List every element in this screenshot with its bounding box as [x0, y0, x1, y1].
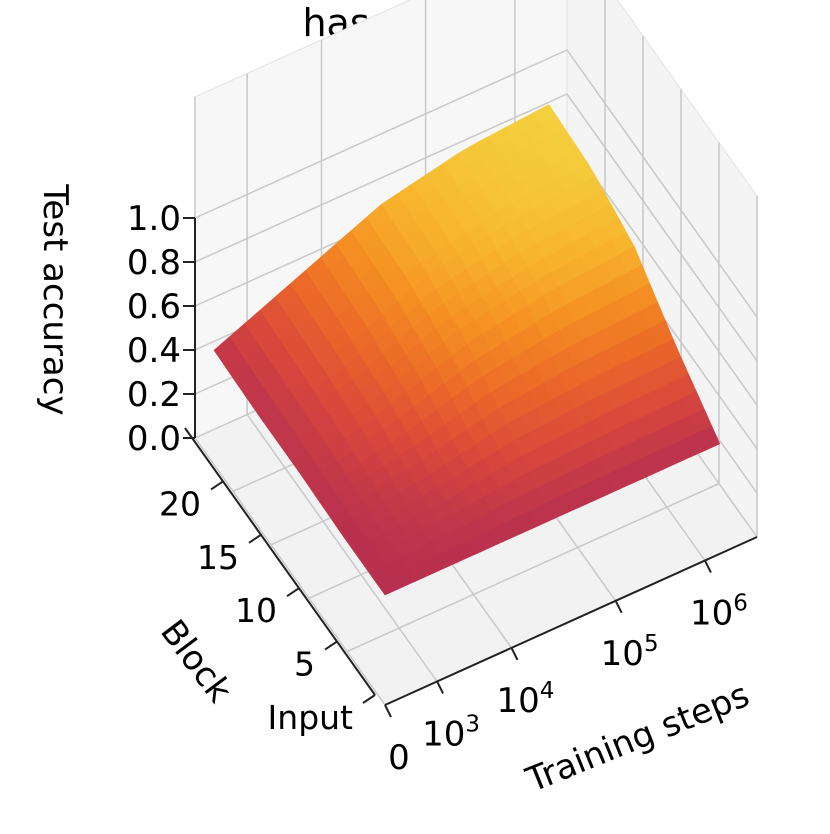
block-tick [210, 480, 224, 491]
block-axis-ticks: Input 5 10 15 20 [159, 480, 376, 737]
step-tick-label: 104 [497, 678, 555, 721]
block-tick-label: 10 [235, 591, 277, 630]
z-tick-label: 0.4 [127, 331, 181, 371]
step-tick-label: 105 [601, 631, 659, 674]
grid-line [194, 49, 758, 318]
x-axis-line [384, 536, 758, 706]
step-tick [704, 560, 712, 573]
training-steps-axis-label: Training steps [520, 675, 755, 801]
z-tick-label: 0.2 [127, 375, 181, 415]
accuracy-surface [213, 104, 721, 596]
z-axis-ticks: 0.00.20.40.60.81.0 [127, 199, 195, 459]
z-tick-label: 0.8 [127, 243, 181, 283]
block-tick-label: 15 [197, 538, 239, 577]
step-tick [436, 681, 444, 694]
z-tick-label: 0.0 [127, 419, 181, 459]
block-tick [362, 694, 376, 704]
surface-patch [376, 576, 401, 596]
z-tick-label: 1.0 [127, 199, 181, 239]
grid-line [194, 93, 758, 362]
axis-lines [184, 218, 758, 706]
block-tick [286, 587, 300, 598]
block-tick-label: 5 [294, 645, 315, 684]
y-axis-line [184, 427, 376, 696]
step-tick [384, 704, 392, 718]
step-tick-label: 0 [388, 738, 410, 778]
block-tick [248, 533, 262, 544]
training-steps-axis-ticks: 0 103 104 105 106 [384, 560, 748, 778]
block-tick [324, 640, 338, 651]
z-tick-label: 0.6 [127, 287, 181, 327]
block-tick-label: 20 [159, 484, 201, 523]
step-tick [510, 647, 519, 661]
step-tick-label: 103 [422, 711, 480, 754]
z-axis-label: Test accuracy [35, 183, 75, 415]
block-tick-label: Input [268, 698, 354, 737]
step-tick-label: 106 [690, 591, 748, 634]
block-axis-label: Block [152, 613, 239, 711]
step-tick [614, 600, 623, 614]
